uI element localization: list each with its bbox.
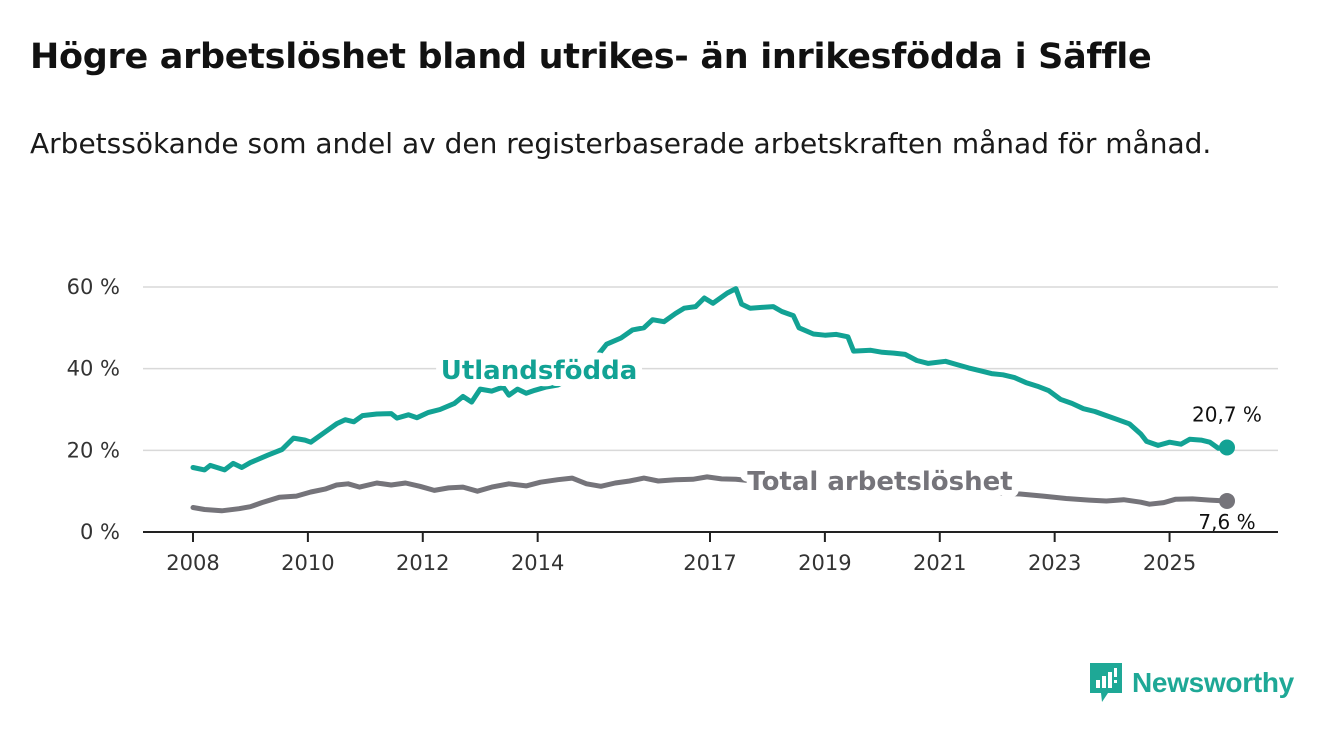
series-layer [190, 286, 1230, 514]
series-line-total [190, 474, 1230, 514]
end-value-label-utlandsfodda: 20,7 % [1192, 402, 1262, 426]
x-tick-label: 2017 [683, 551, 736, 575]
chart-subtitle: Arbetssökande som andel av den registerb… [30, 127, 1212, 160]
y-tick-label: 20 % [67, 438, 120, 462]
x-tick-label: 2019 [798, 551, 851, 575]
x-tick-label: 2023 [1028, 551, 1081, 575]
series-label-total: Total arbetslöshet [747, 467, 1012, 497]
grid-lines: 0 % 20 % 40 % 60 % [67, 275, 1278, 544]
series-line-utlandsfodda [190, 286, 1230, 473]
end-marker-utlandsfodda [1219, 439, 1235, 456]
x-tick-label: 2014 [511, 551, 564, 575]
x-axis: 2008 2010 2012 2014 2017 2019 2021 2023 2025 [143, 531, 1278, 575]
end-value-label-total: 7,6 % [1198, 510, 1255, 534]
y-tick-label: 40 % [67, 357, 120, 381]
brand-name: Newsworthy [1132, 667, 1294, 698]
x-tick-label: 2021 [913, 551, 966, 575]
labels-layer: 20,7 % 7,6 % Utlandsfödda Total arbetslöshe… [434, 349, 1265, 537]
brand-logo: Newsworthy [1088, 661, 1294, 705]
x-tick-label: 2025 [1143, 551, 1196, 575]
chart-title: Högre arbetslöshet bland utrikes- än inr… [30, 37, 1152, 77]
y-tick-label: 0 % [80, 520, 120, 544]
newsworthy-logo-icon [1090, 663, 1122, 702]
x-tick-label: 2008 [166, 551, 219, 575]
y-tick-label: 60 % [67, 275, 120, 299]
x-tick-label: 2010 [281, 551, 334, 575]
end-marker-total [1219, 492, 1235, 509]
series-label-utlandsfodda: Utlandsfödda [441, 356, 638, 386]
x-tick-label: 2012 [396, 551, 449, 575]
